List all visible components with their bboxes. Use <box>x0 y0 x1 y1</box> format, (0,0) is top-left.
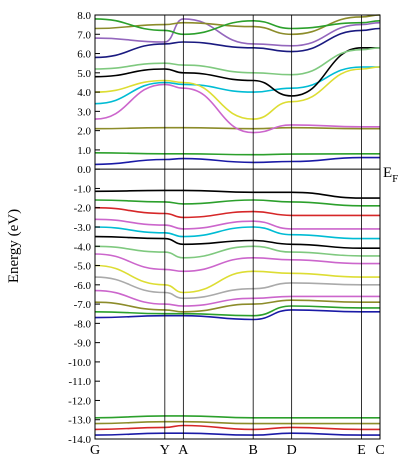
y-tick-label: -10.0 <box>68 357 91 369</box>
kpoint-label-E: E <box>357 443 366 458</box>
y-tick-label: -11.0 <box>68 376 91 388</box>
y-tick-label: -2.0 <box>74 203 92 215</box>
y-tick-label: 7.0 <box>77 29 91 41</box>
y-tick-label: -8.0 <box>74 318 92 330</box>
y-tick-label: -1.0 <box>74 183 92 195</box>
kpoint-label-Y: Y <box>160 443 170 458</box>
y-tick-label: -4.0 <box>74 241 92 253</box>
band-line-4 <box>94 83 380 134</box>
kpoint-label-D: D <box>287 443 297 458</box>
kpoint-label-G: G <box>90 443 100 458</box>
y-tick-label: -12.0 <box>68 395 91 407</box>
y-axis-title: Energy (eV) <box>6 209 22 283</box>
y-tick-label: 1.0 <box>77 145 91 157</box>
fermi-level-label: EF <box>383 165 398 185</box>
y-tick-label: -6.0 <box>74 280 92 292</box>
y-tick-label: 0.0 <box>77 164 91 176</box>
y-tick-label: -9.0 <box>74 338 92 350</box>
y-tick-label: -7.0 <box>74 299 92 311</box>
y-tick-label: -13.0 <box>68 415 91 427</box>
y-tick-label: -3.0 <box>74 222 92 234</box>
fermi-level-label-main: E <box>383 165 392 181</box>
y-tick-label: 5.0 <box>77 68 91 80</box>
y-tick-label: -5.0 <box>74 261 92 273</box>
y-tick-label: 3.0 <box>77 106 91 118</box>
kpoint-label-B: B <box>249 443 258 458</box>
y-tick-label: 4.0 <box>77 87 91 99</box>
y-axis-ticks: 8.0 7.0 6.0 5.0 4.0 3.0 2.0 1.0 0.0 -1.0 -2.0 -3.0 -… <box>68 10 100 446</box>
kpoint-label-A: A <box>178 443 189 458</box>
y-tick-label: 6.0 <box>77 49 91 61</box>
y-tick-label: 2.0 <box>77 126 91 138</box>
y-tick-label: -14.0 <box>68 434 91 446</box>
fermi-level-label-subscript: F <box>392 173 398 185</box>
y-tick-label: 8.0 <box>77 10 91 22</box>
kpoint-label-C: C <box>375 443 384 458</box>
kpoint-lines <box>164 15 362 439</box>
